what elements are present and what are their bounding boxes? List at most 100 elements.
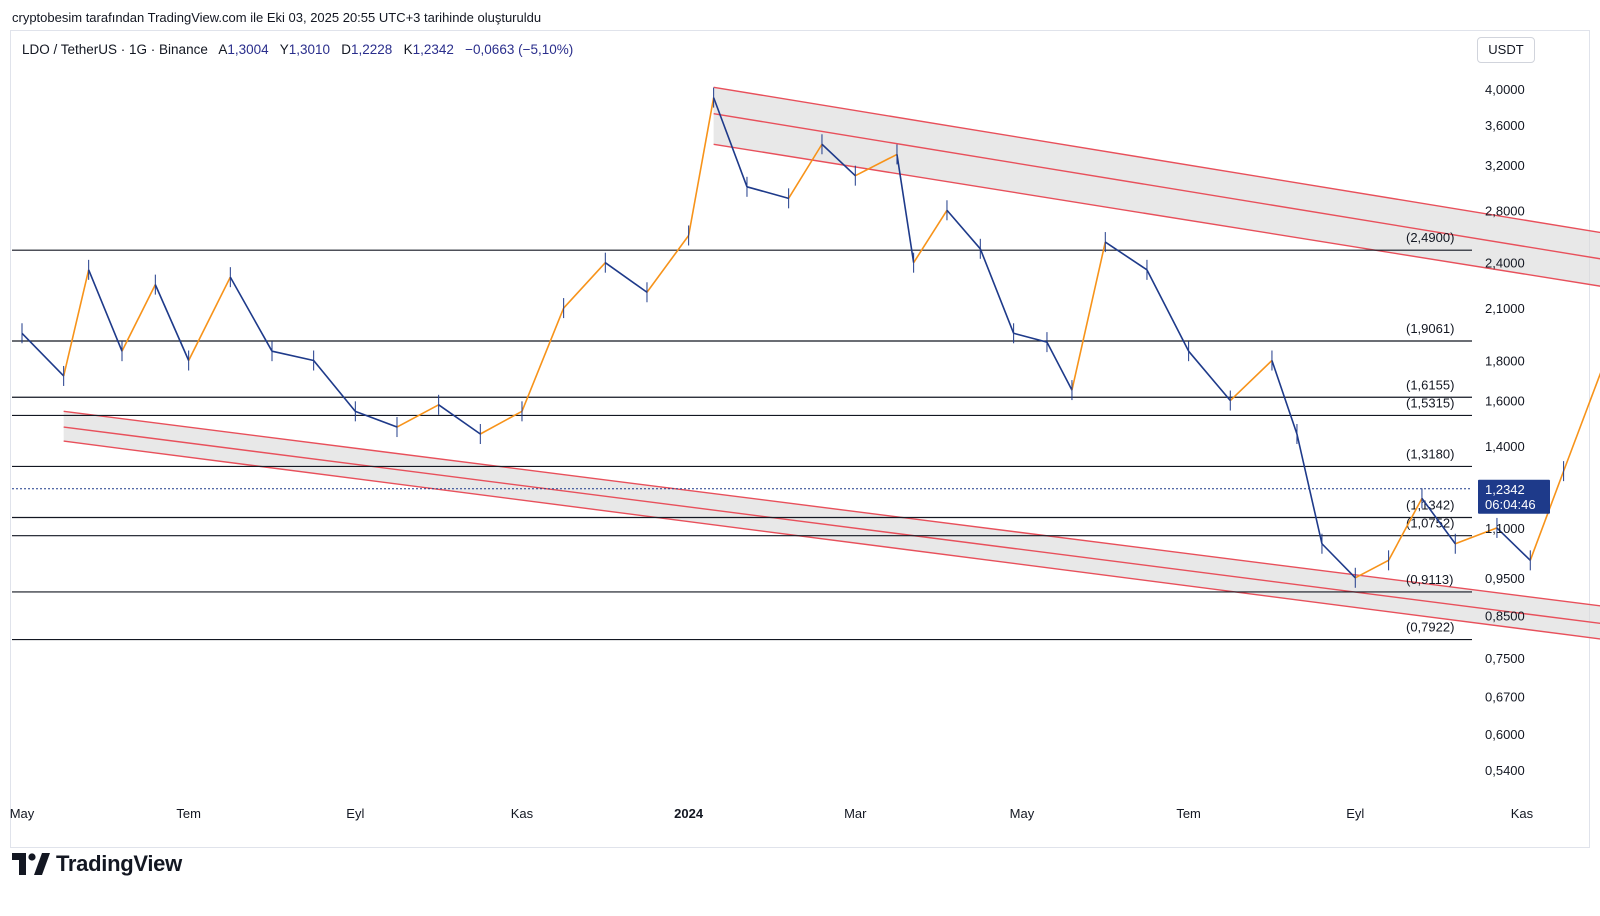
tradingview-logo[interactable]: TradingView (12, 850, 182, 878)
symbol-legend: LDO / TetherUS · 1G · Binance A1,3004 Y1… (22, 42, 573, 57)
y-tick-label: 0,6000 (1485, 727, 1525, 742)
price-segment (438, 404, 481, 435)
price-segment (1104, 241, 1148, 271)
y-tick-label: 0,5400 (1485, 763, 1525, 778)
last-price-badge (1478, 479, 1550, 514)
price-segment (479, 410, 523, 435)
price-segment (563, 262, 606, 309)
price-segment (1271, 360, 1298, 435)
y-tick-label: 0,9500 (1485, 571, 1525, 586)
y-tick-label: 2,8000 (1485, 203, 1525, 218)
upper-channel-line-2 (713, 143, 1600, 287)
price-segment (1354, 559, 1389, 579)
price-segment (604, 262, 648, 293)
level-label: (1,5315) (1406, 395, 1454, 410)
y-tick-label: 3,6000 (1485, 118, 1525, 133)
level-label: (1,9061) (1406, 321, 1454, 336)
y-tick-label: 2,1000 (1485, 301, 1525, 316)
x-tick-label: Tem (1176, 806, 1201, 821)
price-segment (787, 143, 823, 199)
price-segment (1496, 527, 1531, 561)
chart-frame (10, 30, 1590, 848)
price-segment (187, 276, 232, 361)
level-label: (1,6155) (1406, 377, 1454, 392)
y-tick-label: 1,1000 (1485, 521, 1525, 536)
chart-caption: cryptobesim tarafından TradingView.com i… (12, 10, 542, 25)
y-tick-label: 3,2000 (1485, 158, 1525, 173)
y-tick-label: 2,4000 (1485, 256, 1525, 271)
price-segment (821, 143, 856, 177)
last-price-countdown: 06:04:46 (1485, 497, 1536, 512)
lower-channel-line-1 (63, 426, 1600, 625)
x-tick-label: Eyl (1346, 806, 1364, 821)
price-segment (521, 307, 565, 412)
upper-channel-line-0 (713, 86, 1600, 234)
lower-channel-line-2 (63, 440, 1600, 640)
price-segment (1071, 241, 1107, 391)
price-segment (1188, 350, 1231, 402)
change-value: −0,0663 (−5,10%) (465, 42, 574, 57)
x-tick-label: 2024 (674, 806, 704, 821)
price-segment (1046, 341, 1073, 391)
price-unit-button[interactable]: USDT (1477, 37, 1535, 63)
close-label: K (403, 42, 413, 57)
price-segment (229, 276, 273, 352)
price-segment (946, 209, 981, 250)
close-value: 1,2342 (412, 42, 454, 57)
y-tick-label: 1,8000 (1485, 353, 1525, 368)
price-segment (979, 248, 1015, 334)
open-label: A (218, 42, 228, 57)
level-label: (0,7922) (1406, 620, 1454, 635)
price-segment (355, 410, 398, 428)
price-segment (646, 234, 690, 293)
price-segment (854, 153, 898, 177)
lower-channel-band-1 (63, 427, 1600, 639)
level-label: (1,3180) (1406, 446, 1454, 461)
x-tick-label: Eyl (346, 806, 364, 821)
price-segment (271, 350, 314, 362)
low-value: 1,2228 (351, 42, 393, 57)
upper-channel-band-1 (713, 113, 1600, 287)
x-tick-label: Tem (176, 806, 201, 821)
tradingview-icon (12, 853, 50, 875)
price-segment (1421, 497, 1456, 545)
high-label: Y (279, 42, 289, 57)
high-value: 1,3010 (288, 42, 330, 57)
price-segment (396, 404, 440, 428)
x-tick-label: Kas (511, 806, 534, 821)
y-tick-label: 0,7500 (1485, 651, 1525, 666)
price-segment (712, 97, 748, 188)
price-segment (1013, 332, 1048, 343)
y-tick-label: 1,4000 (1485, 439, 1525, 454)
y-tick-label: 4,0000 (1485, 82, 1525, 97)
price-segment (1229, 359, 1273, 402)
brand-name: TradingView (56, 851, 182, 876)
price-segment (912, 209, 948, 264)
price-segment (62, 269, 90, 377)
y-tick-label: 1,6000 (1485, 394, 1525, 409)
price-segment (1387, 497, 1423, 561)
price-segment (1454, 527, 1498, 545)
price-segment (1146, 269, 1190, 352)
price-segment (87, 269, 123, 352)
price-segment (313, 359, 356, 412)
low-label: D (341, 42, 352, 57)
last-price-value: 1,2342 (1485, 482, 1525, 497)
level-label: (1,1342) (1406, 498, 1454, 513)
symbol-name[interactable]: LDO / TetherUS · 1G · Binance (22, 42, 208, 57)
x-tick-label: Mar (844, 806, 867, 821)
price-segment (1321, 543, 1356, 579)
price-segment (687, 97, 715, 236)
price-segment (21, 332, 65, 377)
x-tick-label: May (1010, 806, 1035, 821)
price-segment (121, 284, 157, 352)
price-segment (896, 154, 915, 263)
x-tick-label: Kas (1511, 806, 1534, 821)
level-label: (0,9113) (1406, 572, 1453, 587)
price-segment (746, 186, 789, 200)
price-segment (1529, 470, 1565, 561)
x-tick-label: May (10, 806, 35, 821)
open-value: 1,3004 (227, 42, 269, 57)
level-label: (1,0752) (1406, 516, 1454, 531)
